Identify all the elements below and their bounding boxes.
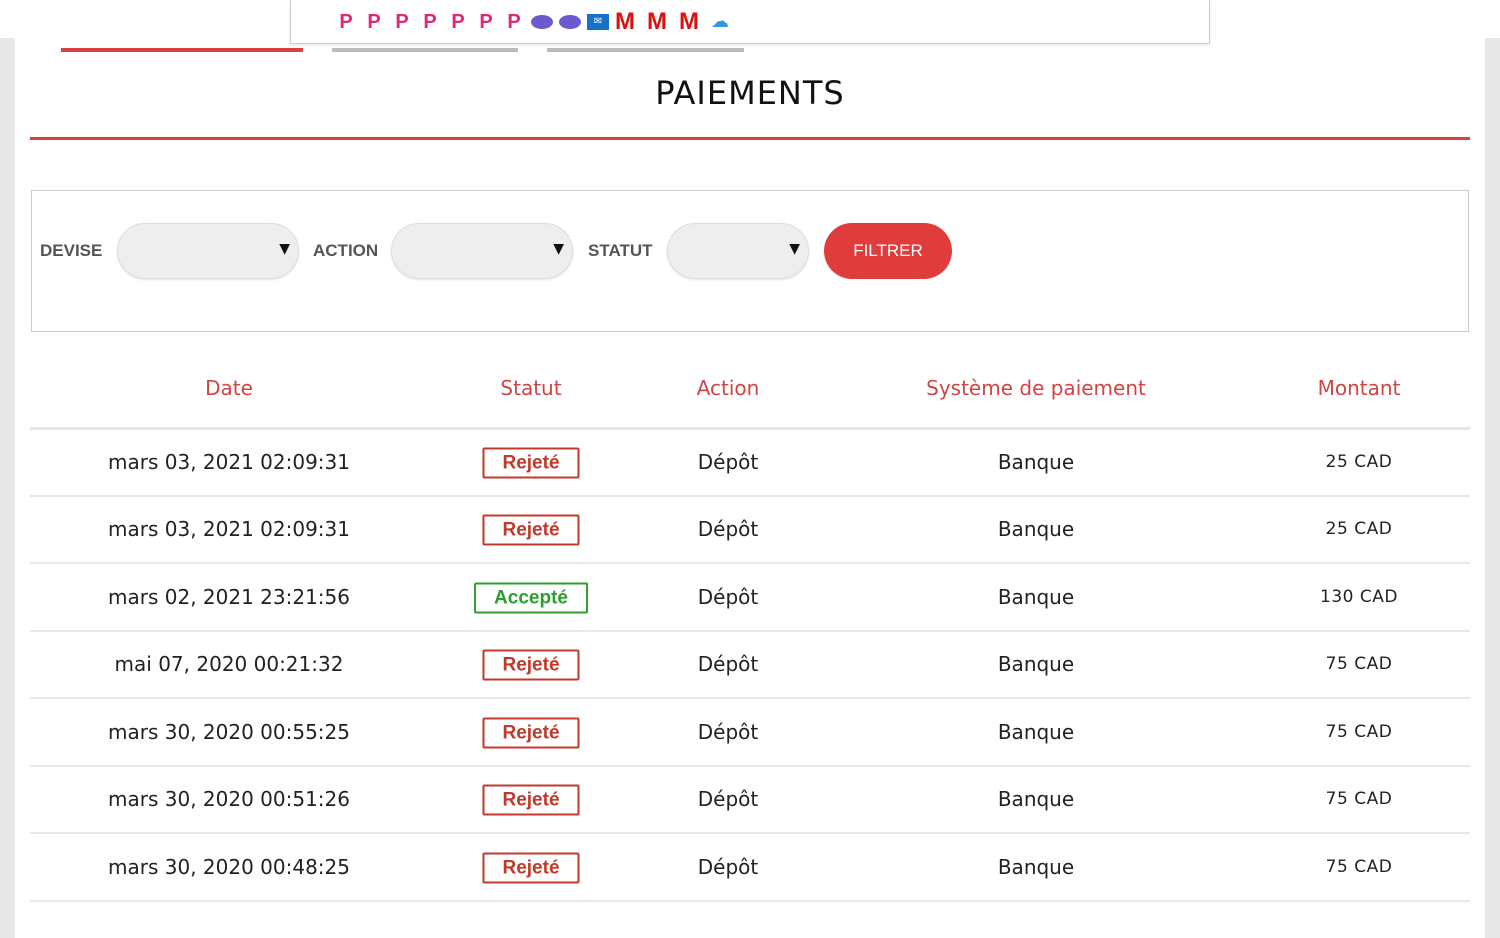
amount-cell: 75 CAD bbox=[1325, 789, 1393, 810]
planet-icon[interactable] bbox=[559, 14, 581, 29]
status-badge: Accepté bbox=[474, 582, 588, 614]
left-gutter bbox=[0, 38, 15, 938]
action-cell: Dépôt bbox=[697, 854, 759, 879]
action-cell: Dépôt bbox=[697, 787, 759, 812]
date-cell: mai 07, 2020 00:21:32 bbox=[114, 652, 344, 677]
status-badge: Rejeté bbox=[482, 852, 580, 884]
status-badge: Rejeté bbox=[482, 784, 580, 816]
m-icon[interactable]: M bbox=[647, 7, 667, 35]
column-header[interactable]: Montant bbox=[1317, 376, 1401, 400]
tab-3[interactable] bbox=[547, 48, 744, 52]
filter-panel: DEVISE ▼ ACTION ▼ STATUT ▼ FILTRER bbox=[31, 190, 1469, 332]
table-row: mars 30, 2020 00:51:26 Rejeté Dépôt Banque 7… bbox=[30, 767, 1470, 834]
p-icon[interactable]: P bbox=[507, 10, 521, 33]
status-badge: Rejeté bbox=[482, 514, 580, 546]
system-cell: Banque bbox=[997, 652, 1075, 677]
status-badge: Rejeté bbox=[482, 649, 580, 681]
extensions-toolbar: P P P P P P P ✉ M M M ☁ bbox=[290, 0, 1210, 44]
caret-down-icon: ▼ bbox=[789, 241, 800, 257]
p-icon[interactable]: P bbox=[339, 10, 353, 33]
system-cell: Banque bbox=[997, 787, 1075, 812]
amount-cell: 75 CAD bbox=[1325, 721, 1393, 742]
date-cell: mars 30, 2020 00:55:25 bbox=[108, 719, 350, 744]
column-header[interactable]: Statut bbox=[500, 376, 562, 400]
action-cell: Dépôt bbox=[697, 652, 759, 677]
status-badge: Rejeté bbox=[482, 717, 580, 749]
p-icon[interactable]: P bbox=[451, 10, 465, 33]
p-icon[interactable]: P bbox=[423, 10, 437, 33]
action-cell: Dépôt bbox=[697, 584, 759, 609]
caret-down-icon: ▼ bbox=[553, 241, 564, 257]
table-row: mars 02, 2021 23:21:56 Accepté Dépôt Banque… bbox=[30, 564, 1470, 632]
amount-cell: 75 CAD bbox=[1325, 856, 1393, 877]
status-cell: Rejeté bbox=[482, 514, 580, 546]
date-cell: mars 03, 2021 02:09:31 bbox=[108, 517, 350, 542]
amount-cell: 130 CAD bbox=[1320, 586, 1398, 607]
action-cell: Dépôt bbox=[697, 719, 759, 744]
status-badge: Rejeté bbox=[482, 447, 580, 479]
page-title: PAIEMENTS bbox=[655, 74, 845, 112]
planet-icon[interactable] bbox=[531, 14, 553, 29]
p-icon[interactable]: P bbox=[395, 10, 409, 33]
action-label: ACTION bbox=[313, 241, 379, 260]
action-cell: Dépôt bbox=[697, 449, 759, 474]
column-header[interactable]: Action bbox=[696, 376, 760, 400]
column-header[interactable]: Système de paiement bbox=[926, 376, 1146, 400]
tab-2[interactable] bbox=[332, 48, 518, 52]
table-row: mars 30, 2020 00:48:25 Rejeté Dépôt Banque 7… bbox=[30, 834, 1470, 902]
statut-select[interactable]: ▼ bbox=[667, 223, 809, 279]
tab-active[interactable] bbox=[61, 48, 303, 52]
status-cell: Rejeté bbox=[482, 852, 580, 884]
m-icon[interactable]: M bbox=[615, 7, 635, 35]
statut-label: STATUT bbox=[588, 241, 653, 260]
header-divider bbox=[30, 427, 1470, 430]
system-cell: Banque bbox=[997, 719, 1075, 744]
filter-button[interactable]: FILTRER bbox=[824, 223, 952, 279]
date-cell: mars 30, 2020 00:51:26 bbox=[108, 787, 350, 812]
title-divider bbox=[30, 137, 1470, 140]
system-cell: Banque bbox=[997, 854, 1075, 879]
devise-label: DEVISE bbox=[40, 241, 103, 260]
action-cell: Dépôt bbox=[697, 517, 759, 542]
status-cell: Rejeté bbox=[482, 649, 580, 681]
table-row: mai 07, 2020 00:21:32 Rejeté Dépôt Banque 75… bbox=[30, 632, 1470, 699]
cloud-icon[interactable]: ☁ bbox=[711, 10, 729, 32]
p-icon[interactable]: P bbox=[479, 10, 493, 33]
table-row: mars 30, 2020 00:55:25 Rejeté Dépôt Banque 7… bbox=[30, 699, 1470, 767]
status-cell: Rejeté bbox=[482, 717, 580, 749]
amount-cell: 25 CAD bbox=[1325, 519, 1393, 540]
p-icon[interactable]: P bbox=[367, 10, 381, 33]
status-cell: Rejeté bbox=[482, 447, 580, 479]
m-icon[interactable]: M bbox=[679, 7, 699, 35]
table-row: mars 03, 2021 02:09:31 Rejeté Dépôt Banque 2… bbox=[30, 497, 1470, 564]
system-cell: Banque bbox=[997, 517, 1075, 542]
system-cell: Banque bbox=[997, 584, 1075, 609]
column-header[interactable]: Date bbox=[205, 376, 253, 400]
status-cell: Accepté bbox=[474, 582, 588, 614]
system-cell: Banque bbox=[997, 449, 1075, 474]
right-gutter bbox=[1485, 38, 1500, 938]
date-cell: mars 03, 2021 02:09:31 bbox=[108, 449, 350, 474]
action-select[interactable]: ▼ bbox=[391, 223, 573, 279]
status-cell: Rejeté bbox=[482, 784, 580, 816]
caret-down-icon: ▼ bbox=[279, 241, 290, 257]
outlook-icon[interactable]: ✉ bbox=[587, 13, 609, 30]
date-cell: mars 02, 2021 23:21:56 bbox=[108, 584, 350, 609]
amount-cell: 75 CAD bbox=[1325, 654, 1393, 675]
table-row: mars 03, 2021 02:09:31 Rejeté Dépôt Banque 2… bbox=[30, 429, 1470, 497]
devise-select[interactable]: ▼ bbox=[117, 223, 299, 279]
date-cell: mars 30, 2020 00:48:25 bbox=[108, 854, 350, 879]
amount-cell: 25 CAD bbox=[1325, 451, 1393, 472]
